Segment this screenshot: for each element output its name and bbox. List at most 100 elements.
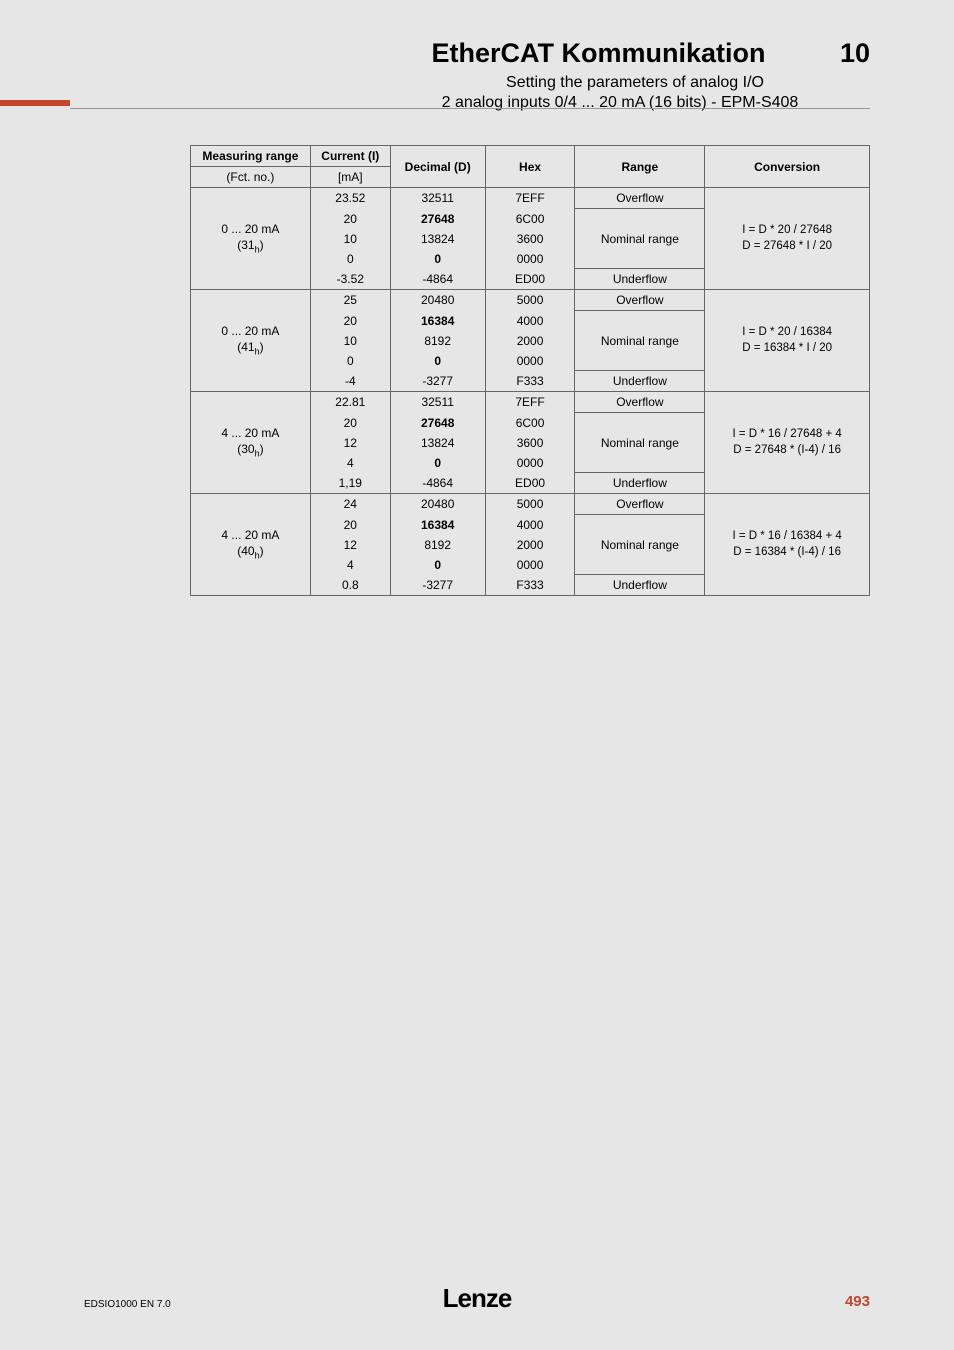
range-cell: Underflow [575,371,705,392]
current-cell: 10 [310,331,390,351]
th-range: Range [575,146,705,188]
hex-cell: 0000 [485,453,575,473]
decimal-cell: 16384 [390,311,485,331]
hex-cell: 0000 [485,351,575,371]
conversion-cell: I = D * 16 / 27648 + 4D = 27648 * (I-4) … [705,392,870,494]
current-cell: 4 [310,453,390,473]
current-cell: -3.52 [310,269,390,290]
hex-cell: ED00 [485,269,575,290]
hex-cell: 3600 [485,433,575,453]
hex-cell: F333 [485,575,575,596]
hex-cell: 2000 [485,535,575,555]
accent-strip [0,100,70,106]
decimal-cell: 16384 [390,515,485,535]
th-current-unit: [mA] [310,167,390,188]
current-cell: 0 [310,351,390,371]
current-cell: 20 [310,413,390,433]
header-sub2: 2 analog inputs 0/4 ... 20 mA (16 bits) … [370,94,870,112]
current-cell: 20 [310,209,390,229]
current-cell: 1,19 [310,473,390,494]
th-fct-no: (Fct. no.) [191,167,311,188]
hex-cell: 5000 [485,494,575,515]
decimal-cell: 20480 [390,494,485,515]
current-cell: 22.81 [310,392,390,413]
hex-cell: 0000 [485,555,575,575]
range-cell: Underflow [575,575,705,596]
measuring-range-cell: 0 ... 20 mA(41h) [191,290,311,392]
range-cell: Underflow [575,473,705,494]
th-conversion: Conversion [705,146,870,188]
current-cell: -4 [310,371,390,392]
current-cell: 12 [310,535,390,555]
decimal-cell: 20480 [390,290,485,311]
range-cell: Nominal range [575,413,705,473]
measuring-range-cell: 4 ... 20 mA(40h) [191,494,311,596]
conversion-cell: I = D * 20 / 16384D = 16384 * I / 20 [705,290,870,392]
hex-cell: 6C00 [485,413,575,433]
current-cell: 20 [310,515,390,535]
header-rule [70,108,870,109]
th-current: Current (I) [310,146,390,167]
current-cell: 0 [310,249,390,269]
current-cell: 23.52 [310,188,390,209]
decimal-cell: 8192 [390,331,485,351]
range-cell: Overflow [575,188,705,209]
measuring-range-cell: 0 ... 20 mA(31h) [191,188,311,290]
decimal-cell: 13824 [390,229,485,249]
hex-cell: 2000 [485,331,575,351]
range-cell: Overflow [575,290,705,311]
decimal-cell: -4864 [390,269,485,290]
decimal-cell: 32511 [390,188,485,209]
decimal-cell: 27648 [390,209,485,229]
hex-cell: 3600 [485,229,575,249]
decimal-cell: 13824 [390,433,485,453]
range-cell: Overflow [575,494,705,515]
decimal-cell: 0 [390,351,485,371]
table-body: 0 ... 20 mA(31h)23.52325117EFFOverflowI … [191,188,870,596]
decimal-cell: -3277 [390,575,485,596]
range-cell: Nominal range [575,515,705,575]
current-cell: 24 [310,494,390,515]
hex-cell: 7EFF [485,188,575,209]
current-cell: 0.8 [310,575,390,596]
measurement-table: Measuring range Current (I) Decimal (D) … [190,145,870,596]
current-cell: 12 [310,433,390,453]
decimal-cell: 32511 [390,392,485,413]
range-cell: Nominal range [575,311,705,371]
decimal-cell: 27648 [390,413,485,433]
current-cell: 10 [310,229,390,249]
page: EtherCAT Kommunikation 10 Setting the pa… [0,0,954,1350]
current-cell: 4 [310,555,390,575]
decimal-cell: -4864 [390,473,485,494]
th-measuring-range: Measuring range [191,146,311,167]
footer-pagenum: 493 [845,1293,870,1310]
conversion-cell: I = D * 20 / 27648D = 27648 * I / 20 [705,188,870,290]
decimal-cell: 0 [390,555,485,575]
header-title: EtherCAT Kommunikation [431,38,765,68]
hex-cell: 5000 [485,290,575,311]
conversion-cell: I = D * 16 / 16384 + 4D = 16384 * (I-4) … [705,494,870,596]
hex-cell: 0000 [485,249,575,269]
current-cell: 25 [310,290,390,311]
page-footer: EDSIO1000 EN 7.0 Lenze 493 [84,1288,870,1314]
decimal-cell: -3277 [390,371,485,392]
decimal-cell: 8192 [390,535,485,555]
decimal-cell: 0 [390,453,485,473]
hex-cell: 4000 [485,311,575,331]
decimal-cell: 0 [390,249,485,269]
chapter-number: 10 [840,38,870,69]
range-cell: Overflow [575,392,705,413]
range-cell: Nominal range [575,209,705,269]
header-sub1: Setting the parameters of analog I/O [400,74,870,92]
hex-cell: 4000 [485,515,575,535]
hex-cell: ED00 [485,473,575,494]
footer-docid: EDSIO1000 EN 7.0 [84,1299,171,1310]
page-header: EtherCAT Kommunikation 10 Setting the pa… [200,38,870,112]
footer-logo: Lenze [443,1283,512,1314]
th-hex: Hex [485,146,575,188]
hex-cell: 7EFF [485,392,575,413]
current-cell: 20 [310,311,390,331]
th-decimal: Decimal (D) [390,146,485,188]
hex-cell: F333 [485,371,575,392]
range-cell: Underflow [575,269,705,290]
